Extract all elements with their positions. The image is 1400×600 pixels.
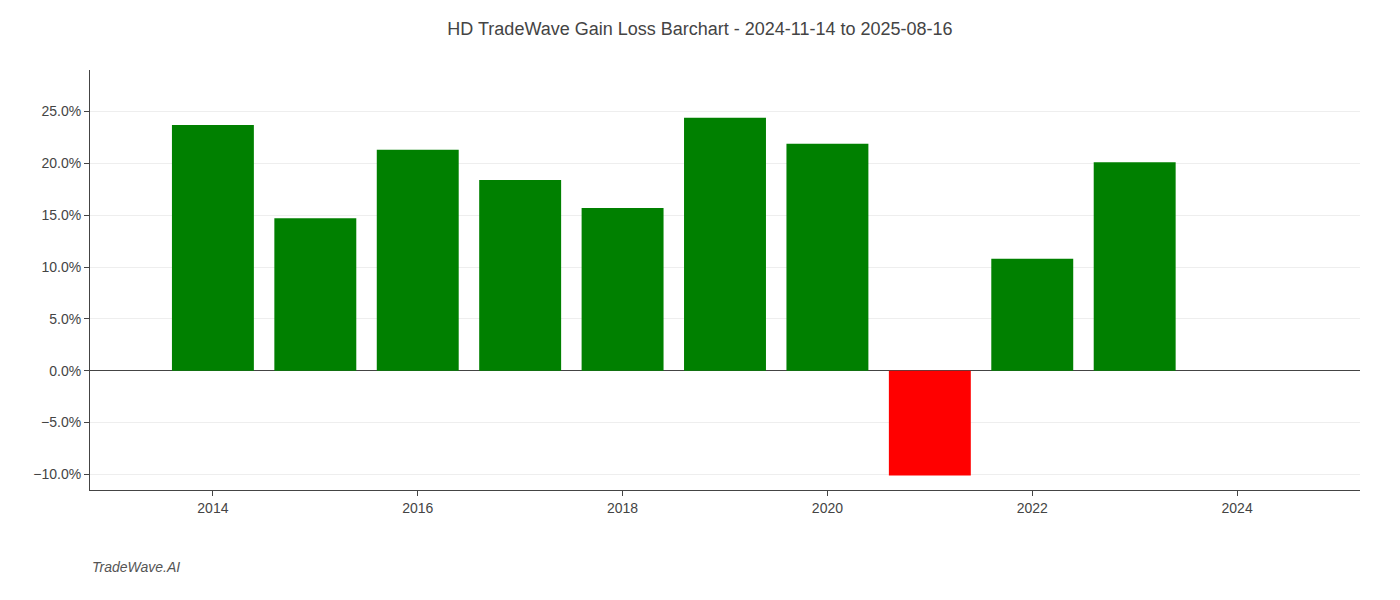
svg-text:5.0%: 5.0% xyxy=(49,311,81,327)
svg-text:2022: 2022 xyxy=(1017,500,1048,516)
svg-text:2016: 2016 xyxy=(402,500,433,516)
svg-text:15.0%: 15.0% xyxy=(41,207,81,223)
svg-text:−10.0%: −10.0% xyxy=(33,466,81,482)
svg-text:2014: 2014 xyxy=(197,500,228,516)
svg-text:−5.0%: −5.0% xyxy=(41,414,81,430)
svg-text:0.0%: 0.0% xyxy=(49,363,81,379)
svg-text:2018: 2018 xyxy=(607,500,638,516)
svg-text:2024: 2024 xyxy=(1222,500,1253,516)
svg-text:10.0%: 10.0% xyxy=(41,259,81,275)
svg-text:HD TradeWave Gain Loss Barchar: HD TradeWave Gain Loss Barchart - 2024-1… xyxy=(447,19,952,39)
svg-text:25.0%: 25.0% xyxy=(41,103,81,119)
svg-text:20.0%: 20.0% xyxy=(41,155,81,171)
svg-text:TradeWave.AI: TradeWave.AI xyxy=(92,559,180,575)
svg-text:2020: 2020 xyxy=(812,500,843,516)
